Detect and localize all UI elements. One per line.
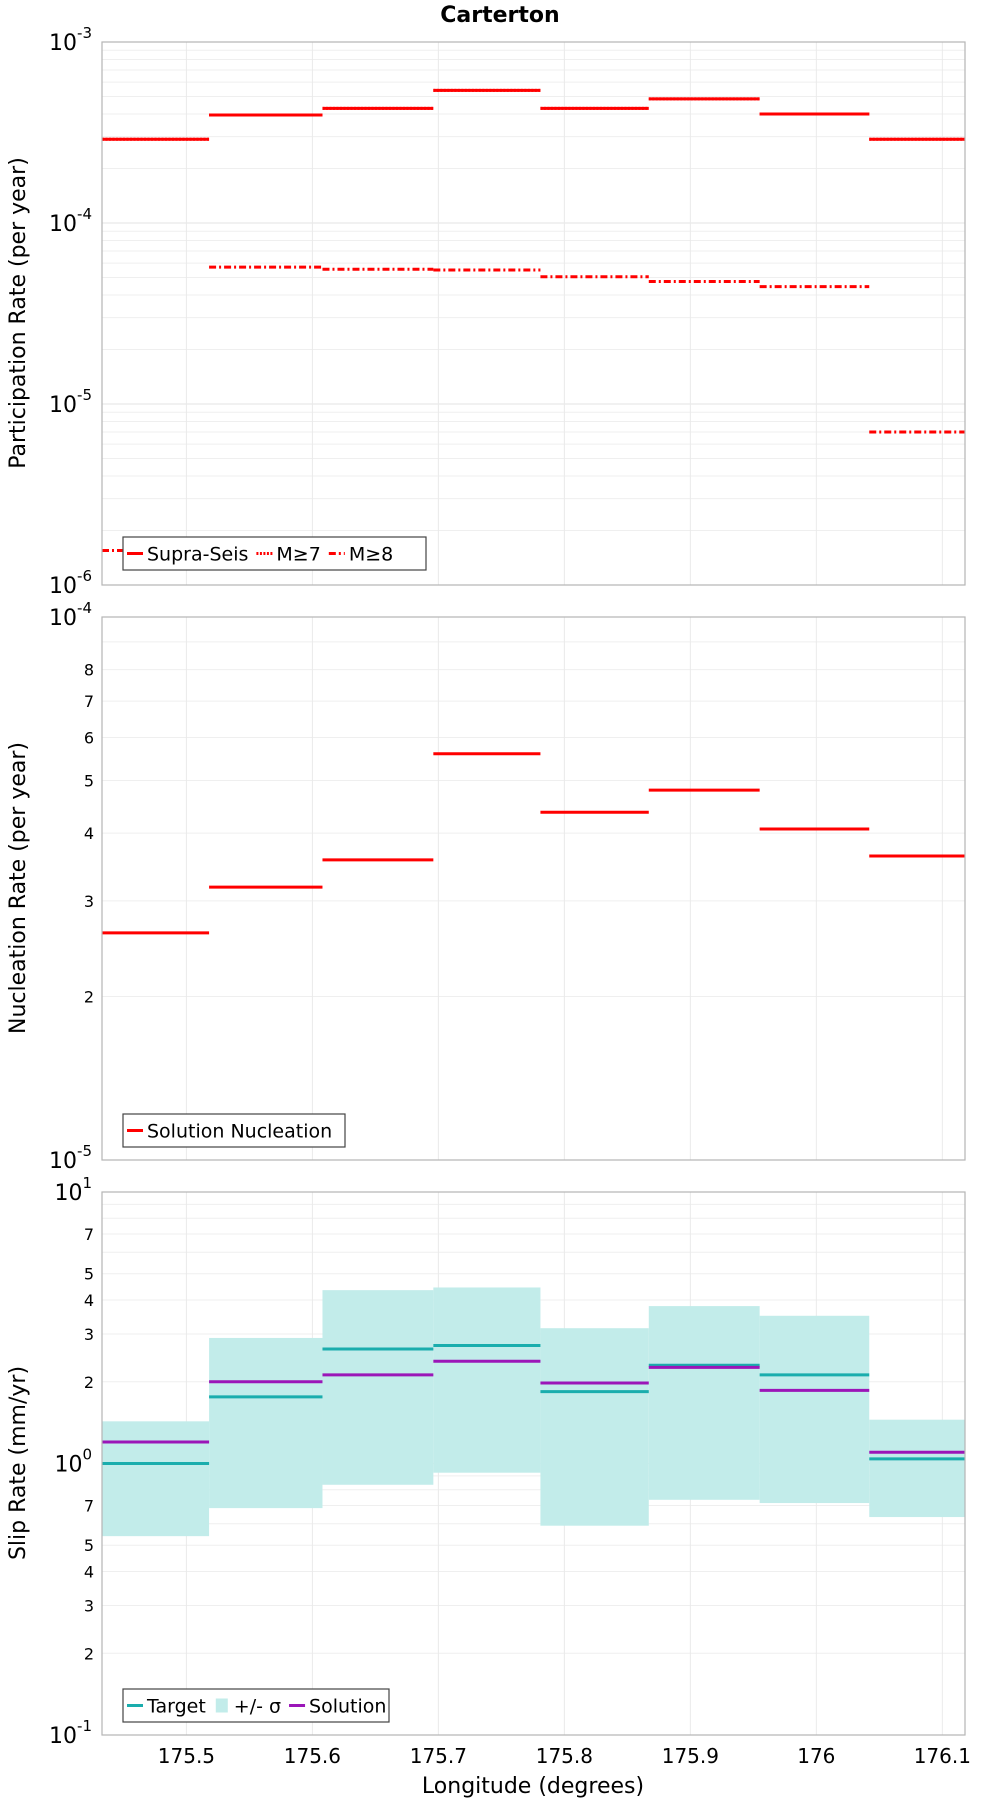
y-minor-tick-label: 2 xyxy=(84,988,94,1007)
series-m-7 xyxy=(102,88,965,141)
y-tick-label: 10-6 xyxy=(49,567,92,599)
sigma-band-segment xyxy=(648,1306,760,1500)
legend-label: Supra-Seis xyxy=(147,544,248,566)
legend-label: Solution xyxy=(309,1696,386,1718)
plot-area xyxy=(102,1287,965,1537)
y-minor-tick-label: 3 xyxy=(84,892,94,911)
y-axis-label: Slip Rate (mm/yr) xyxy=(6,1366,31,1560)
y-tick-label: 10-1 xyxy=(49,1717,92,1749)
y-minor-tick-label: 4 xyxy=(84,1563,94,1582)
x-tick-label: 175.8 xyxy=(536,1744,593,1768)
series-solution xyxy=(102,1359,965,1454)
x-axis-label: Longitude (degrees) xyxy=(422,1774,644,1799)
x-tick-label: 175.6 xyxy=(284,1744,341,1768)
legend-swatch xyxy=(215,1698,228,1713)
x-tick-label: 175.7 xyxy=(410,1744,467,1768)
sigma-band-segment xyxy=(540,1328,649,1526)
plot-area xyxy=(102,752,965,935)
y-minor-tick-label: 4 xyxy=(84,1291,94,1310)
sigma-band-segment xyxy=(322,1290,434,1485)
sigma-band-segment xyxy=(209,1337,323,1509)
participation-rate-panel: 10-3 10-4 10-5 10-6 Participation Rate (per … xyxy=(6,24,966,599)
sigma-band-segment xyxy=(102,1421,210,1537)
x-tick-label: 176.1 xyxy=(914,1744,971,1768)
legend: Solution Nucleation xyxy=(122,1113,346,1148)
legend-label: M≥8 xyxy=(349,544,393,566)
y-minor-tick-label: 5 xyxy=(84,1265,94,1284)
y-minor-tick-label: 7 xyxy=(84,692,94,711)
y-axis-label: Nucleation Rate (per year) xyxy=(6,742,31,1034)
y-minor-tick-label: 5 xyxy=(84,771,94,790)
plot-frame xyxy=(101,1191,966,1736)
y-tick-label: 101 xyxy=(54,1174,92,1206)
legend-box xyxy=(122,536,427,571)
grid xyxy=(102,42,965,585)
legend-label: +/- σ xyxy=(234,1696,281,1718)
legend-label: Solution Nucleation xyxy=(147,1121,332,1143)
legend-label: Target xyxy=(146,1696,206,1718)
sigma-band-segment xyxy=(759,1315,870,1504)
y-minor-tick-label: 2 xyxy=(84,1644,94,1663)
y-minor-tick-label: 5 xyxy=(84,1536,94,1555)
y-tick-label: 10-4 xyxy=(49,205,92,237)
legend-box xyxy=(122,1113,346,1148)
plot-frame xyxy=(101,616,966,1161)
y-tick-label: 10-4 xyxy=(49,599,92,631)
series-target xyxy=(102,1344,965,1465)
y-tick-label: 10-5 xyxy=(49,386,92,418)
y-minor-tick-label: 7 xyxy=(84,1497,94,1516)
y-minor-tick-label: 4 xyxy=(84,824,94,843)
legend: Supra-Seis M≥7 M≥8 xyxy=(122,536,427,571)
y-minor-tick-label: 6 xyxy=(84,728,94,747)
plot-frame xyxy=(101,41,966,586)
sigma-band-segment xyxy=(869,1419,965,1518)
y-tick-label: 10-3 xyxy=(49,24,92,56)
x-tick-label: 176 xyxy=(797,1744,835,1768)
x-tick-label: 175.9 xyxy=(662,1744,719,1768)
nucleation-rate-panel: 10-4 10-5 8 7 6 5 4 3 2 Nucleation Rate (per year… xyxy=(6,599,966,1174)
y-minor-tick-label: 2 xyxy=(84,1373,94,1392)
y-minor-tick-label: 3 xyxy=(84,1325,94,1344)
legend-box xyxy=(122,1688,390,1723)
sigma-band-segment xyxy=(433,1287,541,1473)
y-tick-label: 10-5 xyxy=(49,1142,92,1174)
series-solution-nucleation xyxy=(102,752,965,935)
x-tick-label: 175.5 xyxy=(158,1744,215,1768)
y-minor-tick-label: 3 xyxy=(84,1596,94,1615)
chart-title: Carterton xyxy=(440,3,559,28)
plot-area xyxy=(102,88,965,553)
legend: Target +/- σ Solution xyxy=(122,1688,390,1723)
legend-label: M≥7 xyxy=(276,544,320,566)
y-minor-tick-label: 8 xyxy=(84,661,94,680)
slip-rate-panel: 101 100 10-1 7 5 4 3 2 7 5 4 3 2 Slip Rate (mm/yr) 175… xyxy=(6,1174,971,1768)
y-tick-label: 100 xyxy=(54,1446,92,1478)
y-axis-label: Participation Rate (per year) xyxy=(6,157,31,469)
y-minor-tick-label: 7 xyxy=(84,1225,94,1244)
series-m-8 xyxy=(102,265,965,553)
